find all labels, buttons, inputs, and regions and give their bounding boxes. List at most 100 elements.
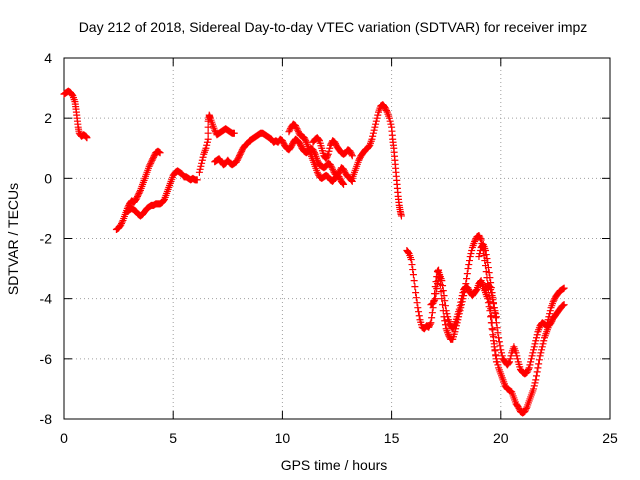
data-point <box>482 251 490 259</box>
data-point <box>431 295 439 303</box>
data-point <box>279 138 287 146</box>
data-point <box>397 212 405 220</box>
data-point <box>202 144 210 152</box>
data-point <box>302 137 310 145</box>
data-point <box>442 307 450 315</box>
data-point <box>490 343 498 351</box>
data-point <box>538 346 546 354</box>
data-point <box>327 162 335 170</box>
data-point <box>544 316 552 324</box>
data-point <box>329 165 337 173</box>
data-point <box>368 135 376 143</box>
data-point <box>336 174 344 182</box>
data-point <box>441 297 449 305</box>
x-tick-label: 15 <box>384 430 400 446</box>
data-point <box>203 138 211 146</box>
data-point <box>412 294 420 302</box>
data-point <box>204 129 212 137</box>
data-point <box>355 156 363 164</box>
data-point <box>332 140 340 148</box>
data-point <box>560 284 568 292</box>
data-point <box>540 337 548 345</box>
data-point <box>536 352 544 360</box>
data-point <box>235 152 243 160</box>
data-point <box>374 111 382 119</box>
data-point <box>301 135 309 143</box>
data-point <box>526 361 534 369</box>
y-tick-label: -8 <box>40 411 53 427</box>
data-point <box>538 343 546 351</box>
data-point <box>459 289 467 297</box>
data-point <box>489 331 497 339</box>
data-point <box>409 271 417 279</box>
data-point <box>476 250 484 258</box>
data-point <box>486 274 494 282</box>
data-point <box>149 155 157 163</box>
data-point <box>195 168 203 176</box>
data-point <box>371 123 379 131</box>
data-point <box>465 257 473 265</box>
data-point <box>533 331 541 339</box>
data-point <box>382 105 390 113</box>
data-point <box>457 298 465 306</box>
data-point <box>524 365 532 373</box>
data-point <box>476 233 484 241</box>
y-tick-label: 4 <box>44 50 52 66</box>
data-point <box>514 403 522 411</box>
data-point <box>234 155 242 163</box>
data-point <box>498 352 506 360</box>
data-point <box>315 136 323 144</box>
data-point <box>233 158 241 166</box>
data-point <box>404 249 412 257</box>
data-point <box>408 261 416 269</box>
data-point <box>440 292 448 300</box>
data-point <box>496 342 504 350</box>
data-point <box>506 358 514 366</box>
data-point <box>426 320 434 328</box>
data-point <box>475 253 483 261</box>
data-point <box>476 235 484 242</box>
data-point <box>286 126 294 134</box>
data-point <box>537 349 545 357</box>
data-point <box>323 153 331 161</box>
data-point <box>409 266 417 274</box>
data-point <box>369 129 377 137</box>
data-point <box>490 304 498 312</box>
data-point <box>117 221 125 229</box>
data-point <box>147 159 155 167</box>
data-point <box>198 159 206 167</box>
data-point <box>471 238 479 246</box>
data-point <box>485 269 493 277</box>
data-point <box>486 283 494 291</box>
data-point <box>438 277 446 285</box>
data-point <box>346 147 354 155</box>
y-tick-label: -2 <box>40 231 53 247</box>
data-point <box>340 180 348 188</box>
data-point <box>494 329 502 337</box>
data-point <box>197 162 205 170</box>
data-point <box>326 144 334 152</box>
data-point <box>294 126 302 134</box>
data-point <box>464 265 472 273</box>
data-point <box>530 382 538 390</box>
data-point <box>492 351 500 359</box>
data-point <box>370 126 378 134</box>
y-tick-label: -4 <box>40 291 53 307</box>
data-point <box>118 218 126 226</box>
data-point <box>495 334 503 342</box>
x-tick-labels: 0 5 10 15 20 25 <box>60 430 618 446</box>
y-axis-title: SDTVAR / TECUs <box>5 183 21 295</box>
data-point <box>441 302 449 310</box>
data-point <box>348 150 356 158</box>
data-point <box>490 300 498 308</box>
data-point <box>534 364 542 372</box>
data-point <box>532 372 540 380</box>
data-point <box>146 161 154 169</box>
data-point <box>513 352 521 360</box>
data-point <box>455 305 463 313</box>
data-point <box>485 303 493 311</box>
data-point <box>285 128 293 136</box>
data-point <box>118 219 126 227</box>
data-point <box>515 404 523 412</box>
data-point <box>294 128 302 136</box>
